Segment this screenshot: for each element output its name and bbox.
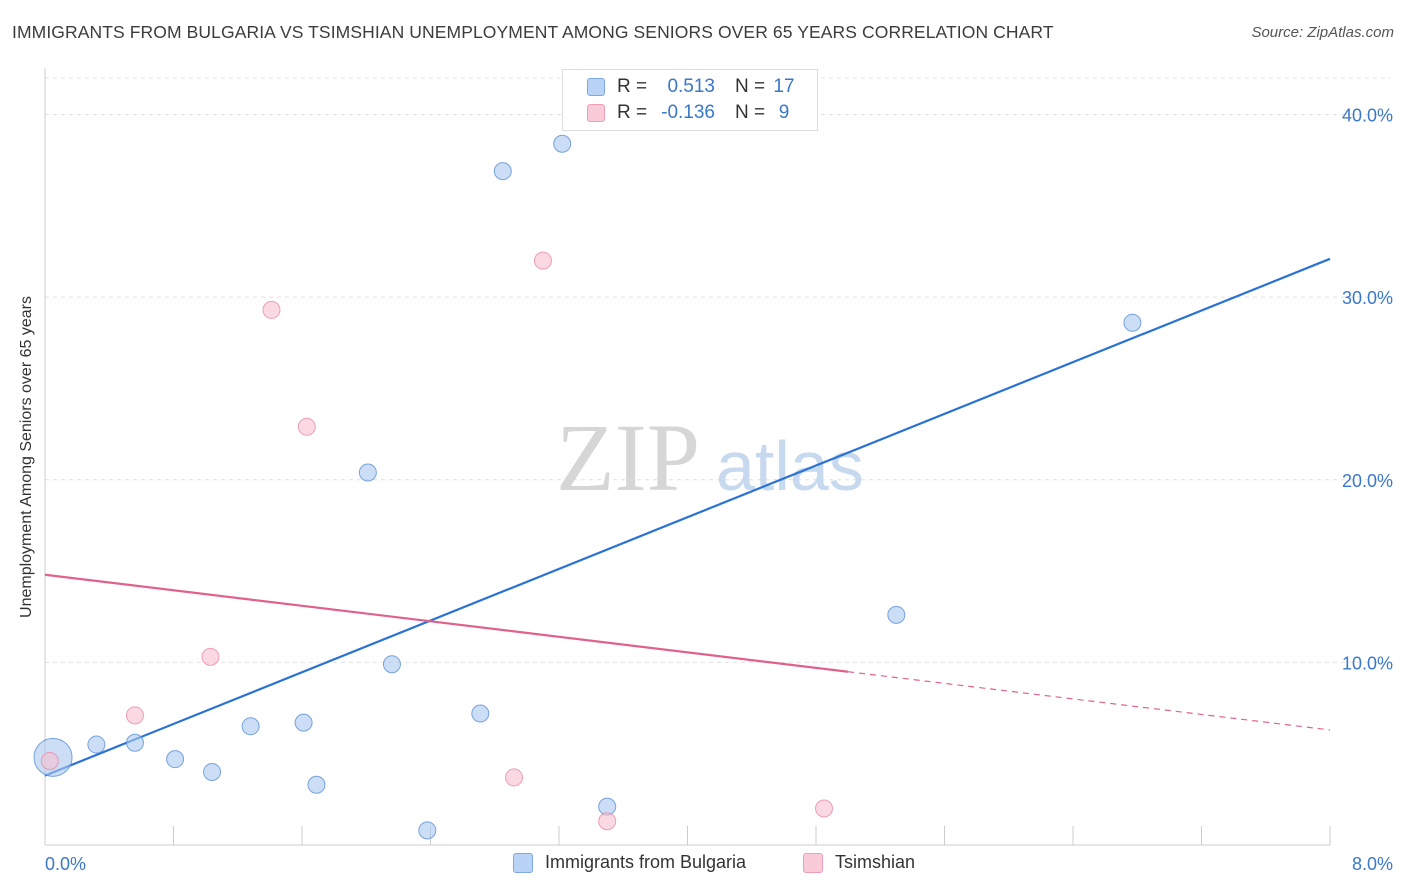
point-tsimshian[interactable] <box>297 417 316 436</box>
trend-line-tsimshian-extension <box>848 671 1331 731</box>
legend-swatch-tsimshian <box>587 104 605 122</box>
point-tsimshian[interactable] <box>533 251 552 270</box>
point-bulgaria[interactable] <box>241 717 260 736</box>
point-bulgaria[interactable] <box>87 735 106 754</box>
point-bulgaria[interactable] <box>307 775 326 794</box>
tick-labels: 10.0% 20.0% 30.0% 40.0% 0.0% 8.0% <box>45 106 1393 874</box>
point-bulgaria[interactable] <box>166 750 185 769</box>
data-points <box>33 134 1142 840</box>
point-tsimshian[interactable] <box>815 799 834 818</box>
point-tsimshian[interactable] <box>201 647 220 666</box>
legend-swatch-bulgaria <box>587 78 605 96</box>
grid-lines <box>45 77 1390 663</box>
trend-lines <box>44 257 1331 777</box>
point-bulgaria[interactable] <box>553 134 572 153</box>
watermark-zip: ZIP <box>556 404 700 511</box>
r-value: 0.513 <box>667 76 715 97</box>
point-tsimshian[interactable] <box>598 812 617 831</box>
chart-title: IMMIGRANTS FROM BULGARIA VS TSIMSHIAN UN… <box>12 22 1054 42</box>
y-tick-label: 30.0% <box>1342 288 1393 308</box>
legend-label-tsimshian: Tsimshian <box>835 852 916 872</box>
legend-item-bulgaria[interactable]: Immigrants from Bulgaria <box>513 852 746 873</box>
y-tick-label: 10.0% <box>1342 653 1393 673</box>
legend-item-tsimshian[interactable]: Tsimshian <box>803 852 915 873</box>
n-label: N = <box>735 76 766 97</box>
series-legend: Immigrants from Bulgaria Tsimshian <box>0 852 1406 876</box>
point-bulgaria[interactable] <box>471 704 490 723</box>
x-tick-label-min: 0.0% <box>45 854 86 874</box>
y-axis-label: Unemployment Among Seniors over 65 years <box>18 296 35 618</box>
x-tick-label-max: 8.0% <box>1352 854 1393 874</box>
point-bulgaria[interactable] <box>294 713 313 732</box>
r-value: -0.136 <box>661 102 715 123</box>
point-tsimshian[interactable] <box>40 751 59 770</box>
legend-swatch-bulgaria <box>513 852 533 873</box>
point-bulgaria[interactable] <box>418 821 437 840</box>
watermark: ZIP atlas <box>556 404 864 511</box>
point-tsimshian[interactable] <box>125 706 144 725</box>
legend-row-tsimshian: R = -0.136 N = 9 <box>587 100 799 126</box>
point-bulgaria[interactable] <box>203 762 222 781</box>
r-label: R = <box>617 76 648 97</box>
watermark-atlas: atlas <box>716 427 864 505</box>
correlation-legend: R = 0.513 N = 17 R = -0.136 N = 9 <box>562 69 818 131</box>
trend-line-tsimshian <box>44 573 849 673</box>
point-bulgaria[interactable] <box>1123 313 1142 332</box>
y-tick-label: 20.0% <box>1342 471 1393 491</box>
point-bulgaria[interactable] <box>493 162 512 181</box>
legend-label-bulgaria: Immigrants from Bulgaria <box>545 852 747 872</box>
n-label: N = <box>735 102 766 123</box>
point-bulgaria[interactable] <box>887 605 906 624</box>
r-label: R = <box>617 102 648 123</box>
legend-row-bulgaria: R = 0.513 N = 17 <box>587 74 799 100</box>
n-value: 9 <box>778 102 790 123</box>
point-tsimshian[interactable] <box>505 768 524 787</box>
legend-swatch-tsimshian <box>803 852 823 873</box>
point-bulgaria[interactable] <box>125 733 144 752</box>
y-tick-label: 40.0% <box>1342 106 1393 126</box>
source-label: Source: ZipAtlas.com <box>1251 24 1394 41</box>
point-bulgaria[interactable] <box>382 655 401 674</box>
point-bulgaria[interactable] <box>358 463 377 482</box>
point-tsimshian[interactable] <box>262 300 281 319</box>
n-value: 17 <box>773 76 795 97</box>
trend-line-bulgaria <box>44 257 1331 777</box>
